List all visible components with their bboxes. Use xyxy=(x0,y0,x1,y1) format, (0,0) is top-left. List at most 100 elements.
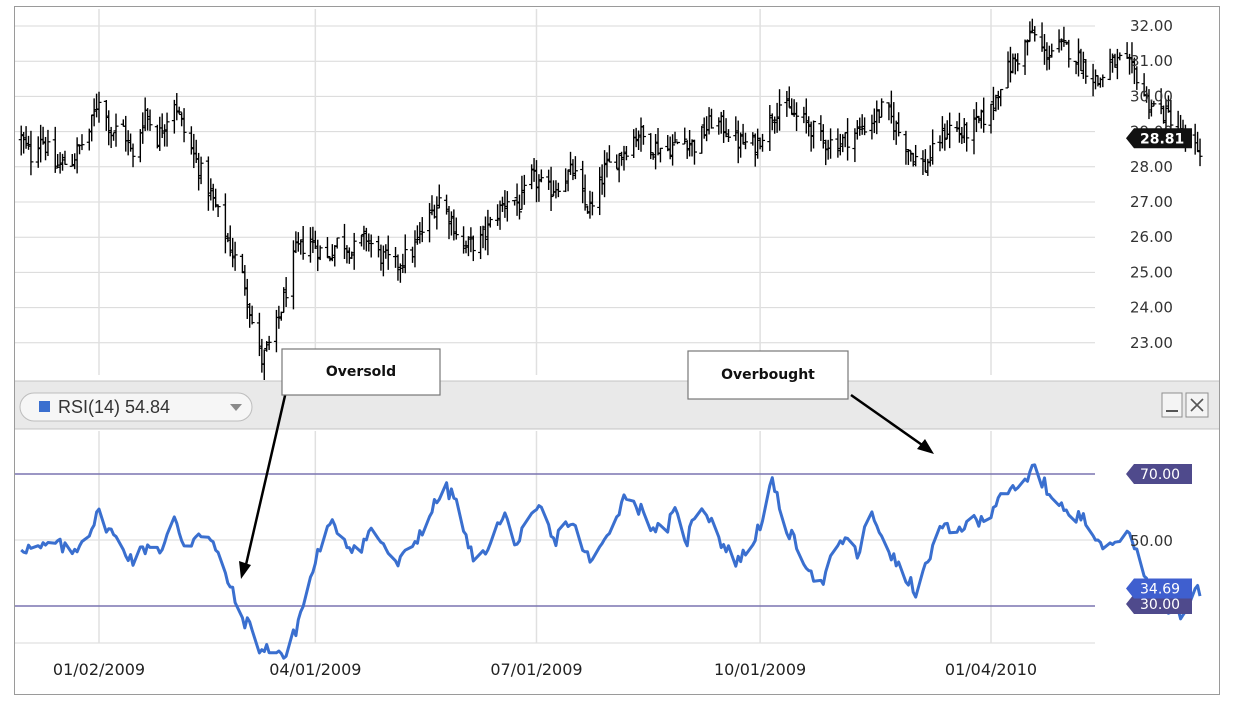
price-bar xyxy=(1066,39,1072,68)
price-bar xyxy=(726,129,732,143)
price-bar xyxy=(589,191,595,216)
rsi-axis-label-50: 50.00 xyxy=(1130,532,1173,550)
overbought-callout: Overbought xyxy=(687,350,934,454)
price-bar xyxy=(964,122,970,152)
price-bar xyxy=(743,132,749,150)
price-bar xyxy=(324,237,330,258)
price-grid xyxy=(15,25,1095,344)
overbought-value: 70.00 xyxy=(1140,467,1180,483)
price-bar xyxy=(300,225,306,260)
price-bar xyxy=(538,169,544,183)
rsi-line xyxy=(20,463,1202,660)
last-price-tag: 28.81 xyxy=(1126,128,1192,149)
close-icon[interactable] xyxy=(1190,398,1204,412)
price-axis-label: 26.00 xyxy=(1130,228,1173,246)
oversold-tag: 30.00 xyxy=(1126,594,1192,615)
last-price-tag-shape xyxy=(1126,128,1192,149)
price-bar xyxy=(947,112,953,149)
price-bar xyxy=(334,237,340,249)
oversold-tag-shape xyxy=(1126,594,1192,615)
price-bar xyxy=(176,106,182,115)
rsi-time-gridlines xyxy=(98,431,992,643)
price-bar xyxy=(28,130,34,176)
minimize-button[interactable] xyxy=(1161,392,1183,418)
oversold-arrowhead xyxy=(239,561,251,579)
price-bar xyxy=(794,102,800,132)
price-bar xyxy=(402,234,408,274)
time-axis: 01/02/2009 04/01/2009 07/01/2009 10/01/2009… xyxy=(53,660,1037,679)
price-bar xyxy=(419,217,425,243)
price-bar xyxy=(981,97,987,133)
time-axis-label: 07/01/2009 xyxy=(490,660,582,679)
indicator-label: RSI(14) 54.84 xyxy=(58,397,170,417)
time-gridlines xyxy=(98,9,992,375)
time-axis-label: 04/01/2009 xyxy=(269,660,361,679)
last-price-value: 28.81 xyxy=(1140,131,1184,147)
time-axis-label: 01/04/2010 xyxy=(945,660,1037,679)
price-bar xyxy=(1032,26,1038,42)
dropdown-arrow-icon[interactable] xyxy=(230,404,242,411)
price-bar xyxy=(516,194,522,220)
overbought-tag-shape xyxy=(1126,464,1192,484)
indicator-selector-pill[interactable] xyxy=(19,392,253,422)
price-bar xyxy=(147,109,153,131)
price-bar xyxy=(249,305,255,325)
indicator-selector[interactable]: RSI(14) 54.84 xyxy=(19,392,253,422)
overbought-tag: 70.00 xyxy=(1126,464,1192,484)
price-axis-label: 24.00 xyxy=(1130,299,1173,317)
price-bar xyxy=(640,125,646,145)
price-bar xyxy=(52,126,58,173)
price-bar xyxy=(828,128,834,159)
price-bar xyxy=(623,146,629,161)
price-bar xyxy=(582,174,588,211)
rsi-grid xyxy=(15,539,1095,644)
price-bar xyxy=(113,113,119,147)
price-bar xyxy=(1197,138,1203,167)
price-bar xyxy=(164,112,170,147)
price-bar xyxy=(1100,74,1106,88)
price-bar xyxy=(708,108,714,129)
price-bar xyxy=(930,129,936,165)
price-bar xyxy=(385,235,391,270)
close-button[interactable] xyxy=(1185,392,1209,418)
price-bar xyxy=(1083,59,1089,84)
price-bar xyxy=(317,245,323,261)
price-axis-label: 27.00 xyxy=(1130,193,1173,211)
price-bar xyxy=(96,91,102,123)
price-bar xyxy=(215,204,221,218)
rsi-chart: 32.0031.0030.0029.0028.0027.0026.0025.00… xyxy=(15,9,1219,679)
price-bar xyxy=(181,108,187,143)
price-bar xyxy=(998,88,1004,107)
price-bar xyxy=(130,143,136,168)
price-bar xyxy=(657,147,663,163)
price-bar xyxy=(436,184,442,209)
minimize-button-frame[interactable] xyxy=(1161,392,1183,418)
price-axis: 32.0031.0030.0029.0028.0027.0026.0025.00… xyxy=(1130,17,1173,352)
rsi-color-swatch xyxy=(39,401,50,412)
overbought-callout-label: Overbought xyxy=(721,367,815,383)
overbought-callout-box xyxy=(687,350,849,400)
oversold-callout: Oversold xyxy=(239,348,441,579)
price-bar xyxy=(521,174,527,205)
price-bar xyxy=(198,156,204,185)
overbought-arrow xyxy=(850,393,926,449)
indicator-header: RSI(14) 54.84 xyxy=(15,380,1219,430)
price-bar xyxy=(232,241,238,271)
price-bar xyxy=(487,216,493,228)
price-bar xyxy=(845,118,851,161)
price-bar xyxy=(283,277,289,307)
price-bar xyxy=(368,234,374,258)
rsi-current-tag-shape xyxy=(1126,578,1192,599)
price-axis-label: 31.00 xyxy=(1130,52,1173,70)
price-bar xyxy=(1049,43,1055,58)
price-bar xyxy=(1151,100,1157,107)
price-bar xyxy=(453,217,459,240)
price-bar xyxy=(811,120,817,149)
price-bar xyxy=(351,232,357,270)
price-bar xyxy=(1061,26,1067,47)
price-bar xyxy=(45,129,51,157)
price-bar xyxy=(606,145,612,163)
price-bar xyxy=(942,123,948,151)
price-bar xyxy=(1168,100,1174,131)
price-bar xyxy=(674,141,680,145)
